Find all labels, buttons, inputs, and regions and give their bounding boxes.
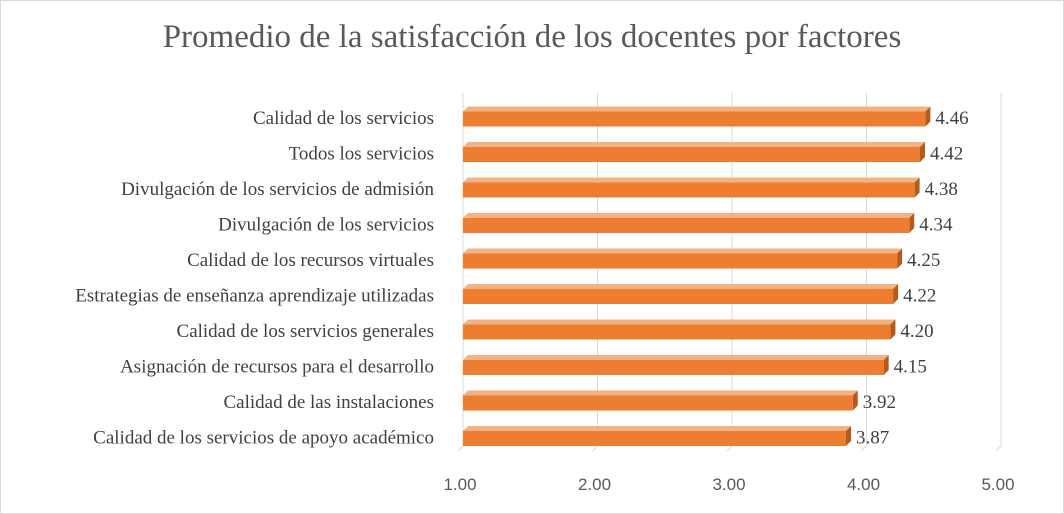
bar <box>463 324 891 340</box>
bar <box>463 147 920 162</box>
data-label: 4.15 <box>894 357 927 378</box>
category-label: Divulgación de los servicios <box>218 215 434 236</box>
bar-side <box>846 426 852 446</box>
bar-top <box>463 355 889 360</box>
bar-top <box>463 248 903 254</box>
bar <box>463 289 894 304</box>
bar-side <box>925 106 931 127</box>
bar <box>463 395 853 411</box>
bar-side <box>883 355 889 375</box>
bar-side <box>919 142 925 162</box>
category-label: Asignación de recursos para el desarroll… <box>120 357 434 378</box>
bar-top <box>463 284 899 289</box>
category-label: Calidad de los servicios generales <box>177 321 434 342</box>
bar-top <box>463 177 920 183</box>
bar <box>463 218 910 233</box>
bar-side <box>897 248 903 269</box>
bar-side <box>909 213 915 233</box>
bar <box>463 111 926 127</box>
x-tick-label: 2.00 <box>578 475 611 494</box>
bar-top <box>463 142 925 147</box>
data-label: 4.34 <box>919 215 953 236</box>
data-label: 4.25 <box>907 250 940 271</box>
bar <box>463 182 915 198</box>
category-label: Calidad de los servicios <box>253 108 434 129</box>
data-label: 4.22 <box>903 286 936 307</box>
x-tick-label: 1.00 <box>443 475 476 494</box>
bar-top <box>463 106 931 112</box>
gridline-floor <box>995 445 1002 452</box>
data-label: 4.38 <box>925 179 958 200</box>
bar <box>463 253 898 269</box>
category-label: Calidad de los recursos virtuales <box>187 250 434 271</box>
category-label: Divulgación de los servicios de admisión <box>121 179 434 200</box>
category-label: Todos los servicios <box>289 144 434 165</box>
category-label: Estrategias de enseñanza aprendizaje uti… <box>75 286 434 307</box>
x-tick-label: 5.00 <box>981 475 1014 494</box>
bar-side <box>914 177 920 198</box>
data-label: 3.92 <box>863 392 896 413</box>
bar-side <box>890 319 896 340</box>
bar <box>463 360 884 375</box>
x-tick-label: 3.00 <box>712 475 745 494</box>
bar-side <box>852 390 858 411</box>
data-label: 4.46 <box>935 108 968 129</box>
bar-side <box>893 284 899 304</box>
chart-title: Promedio de la satisfacción de los docen… <box>162 19 902 55</box>
category-label: Calidad de las instalaciones <box>223 392 434 413</box>
bar-top <box>463 426 852 431</box>
bar <box>463 431 847 446</box>
x-tick-label: 4.00 <box>847 475 880 494</box>
data-label: 4.42 <box>930 144 963 165</box>
data-label: 4.20 <box>900 321 933 342</box>
bar-top <box>463 390 858 396</box>
bar-top <box>463 319 896 325</box>
gridline-floor <box>592 445 598 452</box>
gridline-floor <box>861 445 867 452</box>
data-label: 3.87 <box>856 428 889 449</box>
bar-top <box>463 213 915 218</box>
gridline-floor <box>457 445 464 452</box>
category-label: Calidad de los servicios de apoyo académ… <box>93 428 434 449</box>
gridline-floor <box>726 445 733 452</box>
